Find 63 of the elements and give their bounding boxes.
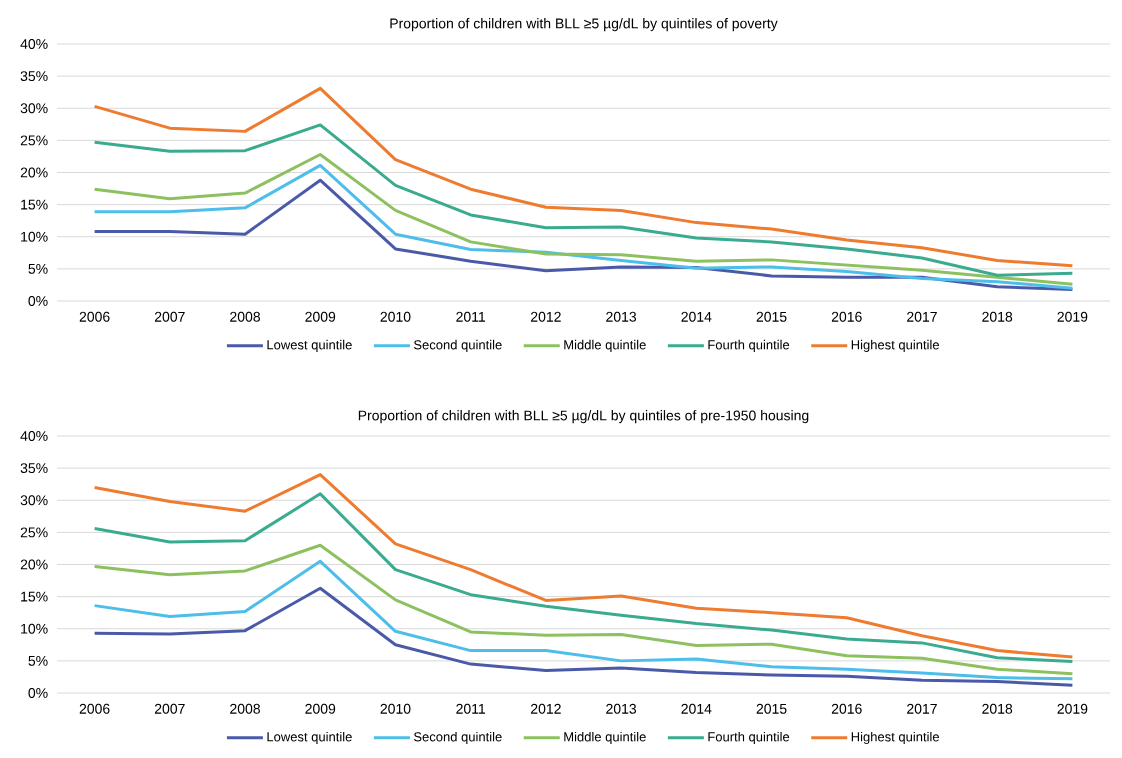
y-tick-label: 40% <box>20 431 48 441</box>
x-tick-label: 2015 <box>756 703 787 714</box>
x-tick-label: 2011 <box>456 311 486 322</box>
legend-label: Lowest quintile <box>267 731 352 744</box>
x-tick-label: 2009 <box>305 703 336 714</box>
legend-label: Middle quintile <box>564 339 646 352</box>
x-tick-label: 2008 <box>230 703 260 714</box>
y-tick-label: 30% <box>20 103 48 114</box>
line-series <box>93 543 1074 676</box>
x-tick-label: 2013 <box>606 311 637 322</box>
y-tick-label: 10% <box>21 623 48 634</box>
x-tick-label: 2011 <box>456 703 486 714</box>
chart-title: Proportion of children with BLL ≥5 µg/dL by quintiles of poverty <box>390 18 778 32</box>
y-tick-label: 10% <box>21 231 48 242</box>
y-tick-label: 5% <box>28 655 48 666</box>
x-tick-label: 2007 <box>154 311 185 322</box>
y-tick-label: 20% <box>20 559 48 570</box>
y-tick-label: 25% <box>20 135 48 146</box>
legend-label: Second quintile <box>413 731 502 744</box>
legend-label: Second quintile <box>413 339 502 352</box>
x-tick-label: 2016 <box>831 703 862 714</box>
x-tick-label: 2010 <box>380 311 411 322</box>
x-tick-label: 2018 <box>982 703 1013 714</box>
x-tick-label: 2014 <box>681 311 712 322</box>
x-tick-label: 2017 <box>907 703 937 714</box>
x-tick-label: 2006 <box>79 703 110 714</box>
x-tick-label: 2009 <box>305 311 336 322</box>
legend-label: Middle quintile <box>564 731 646 744</box>
x-tick-label: 2018 <box>982 311 1013 322</box>
line-series <box>93 559 1074 681</box>
x-tick-label: 2013 <box>606 703 637 714</box>
legend-label: Highest quintile <box>851 339 939 352</box>
y-tick-label: 35% <box>20 71 48 82</box>
y-tick-label: 15% <box>21 199 48 210</box>
y-tick-label: 40% <box>20 39 48 49</box>
y-tick-label: 30% <box>20 495 48 506</box>
x-tick-label: 2012 <box>531 703 561 714</box>
y-tick-label: 0% <box>28 688 48 698</box>
x-tick-label: 2016 <box>831 311 862 322</box>
y-tick-label: 5% <box>28 263 48 274</box>
line-series <box>93 123 1074 277</box>
x-tick-label: 2015 <box>756 311 787 322</box>
line-series <box>93 86 1074 268</box>
line-series <box>93 586 1074 687</box>
x-tick-label: 2017 <box>907 311 937 322</box>
legend-label: Fourth quintile <box>708 339 790 352</box>
y-tick-label: 25% <box>20 527 48 538</box>
y-tick-label: 0% <box>28 296 48 306</box>
x-tick-label: 2008 <box>230 311 260 322</box>
x-tick-label: 2014 <box>681 703 712 714</box>
y-tick-label: 15% <box>21 591 48 602</box>
x-tick-label: 2007 <box>154 703 185 714</box>
legend-label: Lowest quintile <box>267 339 352 352</box>
x-tick-label: 2019 <box>1057 703 1088 714</box>
y-tick-label: 20% <box>20 167 48 178</box>
legend-label: Fourth quintile <box>708 731 790 744</box>
x-tick-label: 2006 <box>79 311 110 322</box>
legend-label: Highest quintile <box>851 731 939 744</box>
chart-title: Proportion of children with BLL ≥5 µg/dL by quintiles of pre-1950 housing <box>358 410 809 424</box>
x-tick-label: 2010 <box>380 703 411 714</box>
x-tick-label: 2019 <box>1057 311 1088 322</box>
y-tick-label: 35% <box>20 463 48 474</box>
x-tick-label: 2012 <box>531 311 561 322</box>
